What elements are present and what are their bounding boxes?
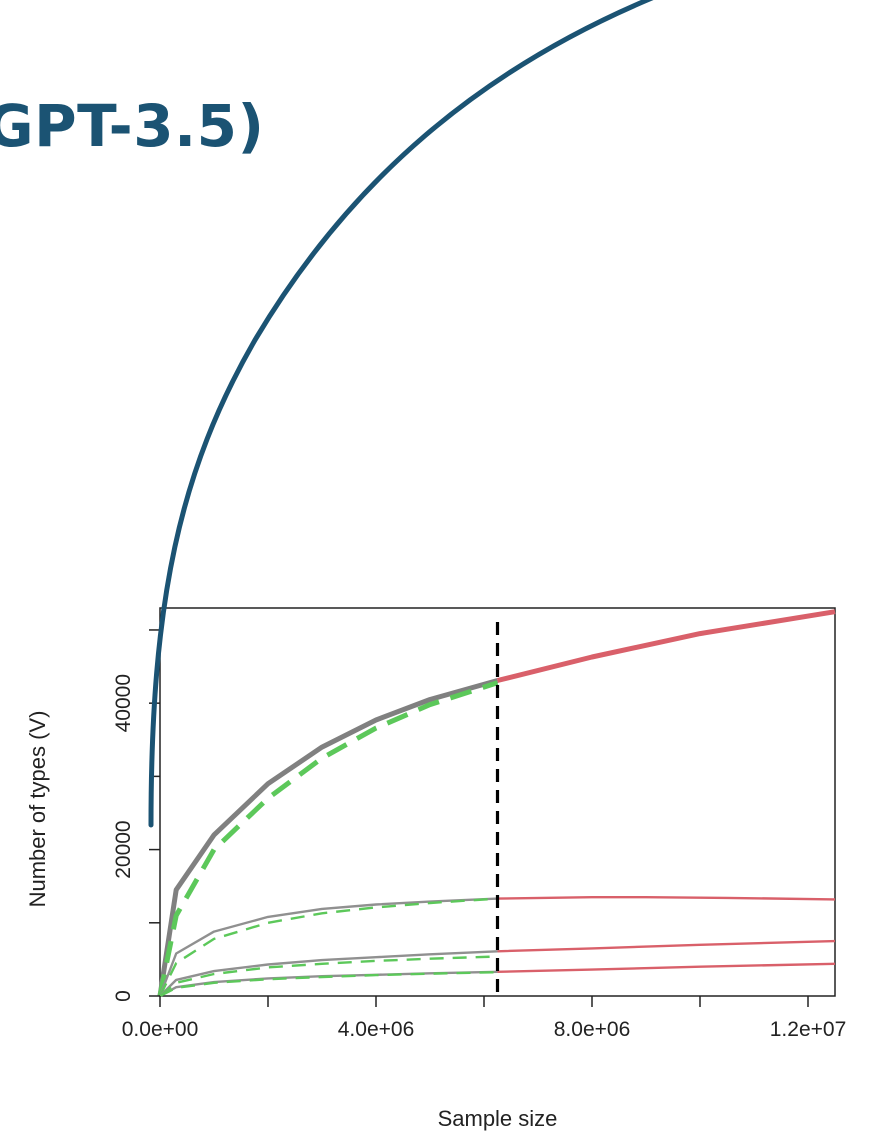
series-line-extrapolation-3 — [496, 609, 836, 683]
decorative-accent-arc — [148, 0, 654, 828]
y-tick-label: 40000 — [112, 674, 135, 732]
series-line-extrapolation-9 — [497, 939, 836, 953]
series-line-extrapolation-6 — [497, 896, 836, 901]
y-tick-label: 20000 — [112, 820, 135, 878]
series-line-observed-4 — [158, 897, 498, 997]
series-layer — [157, 609, 836, 998]
series-line-observed-7 — [159, 950, 498, 997]
y-axis-title: Number of types (V) — [25, 711, 50, 908]
x-tick-label: 0.0e+00 — [122, 1018, 199, 1041]
y-tick-label: 0 — [112, 990, 135, 1002]
x-tick-label: 1.2e+07 — [770, 1018, 847, 1041]
x-tick-label: 8.0e+06 — [554, 1018, 631, 1041]
series-line-model-fit-11 — [159, 971, 498, 998]
series-line-model-fit-5 — [158, 897, 498, 997]
x-axis: 0.0e+00 4.0e+06 8.0e+06 1.2e+07 — [122, 996, 847, 1041]
slide-title: GPT-3.5) — [0, 92, 265, 160]
x-tick-label: 4.0e+06 — [338, 1018, 415, 1041]
y-axis: 0 20000 40000 — [112, 629, 160, 1002]
vocabulary-growth-chart: 0.0e+00 4.0e+06 8.0e+06 1.2e+07 0 20000 40000… — [25, 607, 847, 1131]
series-line-model-fit-2 — [157, 680, 499, 997]
x-axis-title: Sample size — [438, 1106, 558, 1131]
plot-frame — [159, 607, 836, 997]
series-line-extrapolation-12 — [497, 962, 836, 973]
series-line-observed-1 — [157, 678, 499, 997]
series-line-model-fit-8 — [159, 955, 498, 997]
